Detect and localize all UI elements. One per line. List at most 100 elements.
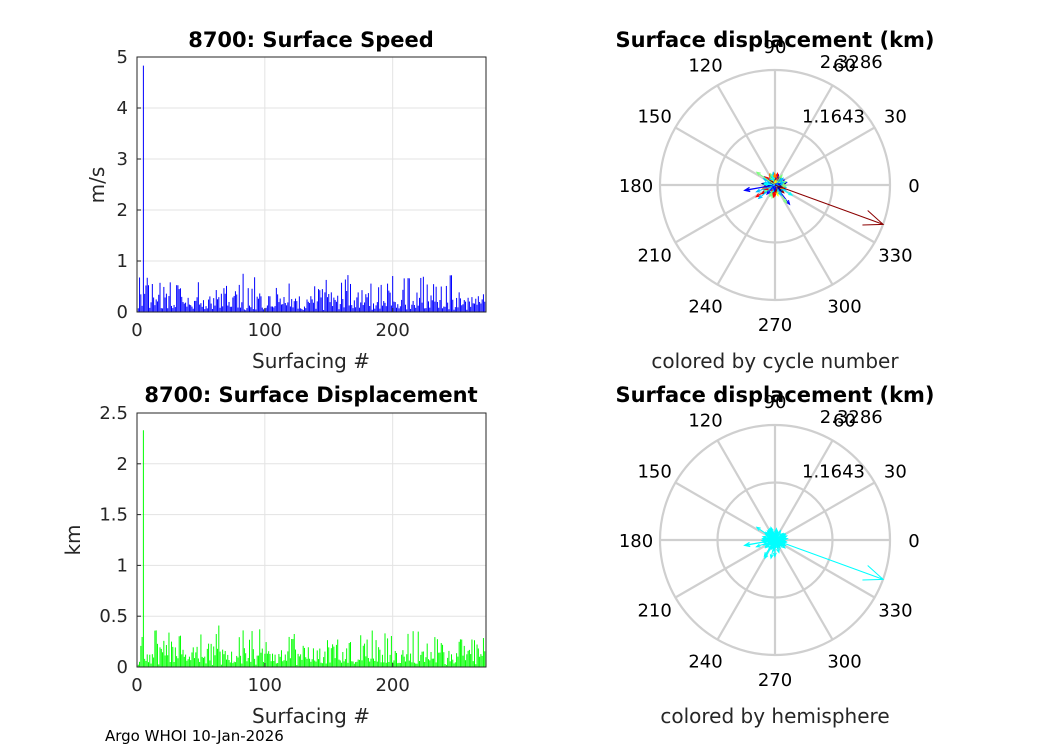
y-tick-label: 1 bbox=[117, 251, 128, 272]
displacement-vector bbox=[765, 539, 776, 549]
polar-spoke bbox=[674, 539, 776, 599]
displacement-vector bbox=[774, 530, 778, 541]
displacement-vector bbox=[756, 539, 776, 548]
angle-label: 180 bbox=[619, 531, 653, 552]
polar-hemi-grid bbox=[658, 423, 892, 657]
angle-label: 0 bbox=[908, 176, 919, 197]
displacement-vector bbox=[774, 539, 884, 580]
polar-spoke bbox=[716, 184, 776, 286]
angle-label: 240 bbox=[688, 296, 722, 317]
speed-axes-box bbox=[136, 56, 487, 313]
displacement-arrowhead bbox=[782, 198, 788, 205]
displacement-arrowhead bbox=[761, 537, 767, 541]
polar-spoke bbox=[774, 126, 876, 186]
displacement-vector bbox=[756, 171, 776, 186]
angle-label: 120 bbox=[688, 56, 722, 77]
polar-spoke bbox=[716, 439, 776, 541]
angle-label: 330 bbox=[878, 601, 912, 622]
displacement-vector bbox=[756, 184, 776, 193]
polar-spoke bbox=[774, 539, 876, 599]
angle-label: 300 bbox=[827, 296, 861, 317]
y-tick-label: 2 bbox=[117, 454, 128, 475]
displacement-arrowhead bbox=[755, 171, 761, 176]
polar-cycle-caption: colored by cycle number bbox=[651, 349, 899, 373]
x-tick-label: 100 bbox=[248, 320, 282, 341]
polar-hemi-chart: 0 30 60 90 120 150 180 210 240 270 300 330 1.1643 2.3… bbox=[615, 383, 934, 728]
displacement-arrowhead bbox=[777, 529, 782, 535]
polar-cycle-vectors bbox=[743, 171, 885, 226]
angle-label: 0 bbox=[908, 531, 919, 552]
polar-hemi-labels: 0 30 60 90 120 150 180 210 240 270 300 330 1.1643 2.3… bbox=[619, 392, 920, 691]
displacement-arrowhead bbox=[757, 194, 763, 200]
displacement-arrowhead bbox=[862, 565, 885, 581]
speed-ylabel: m/s bbox=[85, 167, 109, 204]
displacement-vector bbox=[744, 539, 776, 546]
speed-xlabel: Surfacing # bbox=[252, 349, 370, 373]
displacement-arrowhead bbox=[788, 191, 794, 196]
displacement-arrowhead bbox=[779, 181, 785, 186]
displacement-xlabel: Surfacing # bbox=[252, 704, 370, 728]
displacement-arrowhead bbox=[772, 192, 777, 199]
displacement-arrowhead bbox=[766, 190, 771, 196]
polar-spoke bbox=[774, 184, 834, 286]
x-tick-label: 200 bbox=[375, 320, 409, 341]
angle-label: 270 bbox=[758, 315, 792, 336]
polar-spoke bbox=[774, 481, 876, 541]
polar-spoke bbox=[674, 126, 776, 186]
polar-hemi-caption: colored by hemisphere bbox=[660, 704, 889, 728]
displacement-ticks: 0 100 200 0 0.5 1 1.5 2 2.5 bbox=[99, 403, 409, 696]
angle-label: 30 bbox=[884, 462, 907, 483]
displacement-arrowhead bbox=[779, 532, 785, 538]
displacement-arrowhead bbox=[779, 177, 785, 182]
displacement-arrowhead bbox=[781, 180, 788, 185]
displacement-arrowhead bbox=[770, 527, 774, 534]
polar-cycle-title: Surface displacement (km) bbox=[615, 28, 934, 52]
x-tick-label: 100 bbox=[248, 675, 282, 696]
displacement-vector bbox=[768, 539, 776, 550]
displacement-arrowhead bbox=[743, 541, 751, 548]
angle-label: 60 bbox=[833, 411, 856, 432]
x-tick-label: 0 bbox=[131, 320, 142, 341]
displacement-arrowhead bbox=[782, 535, 789, 539]
angle-label: 150 bbox=[637, 462, 671, 483]
displacement-arrowhead bbox=[782, 183, 788, 188]
speed-grid bbox=[137, 57, 486, 312]
angle-label: 90 bbox=[764, 37, 787, 58]
polar-hemi-vectors bbox=[743, 526, 885, 581]
displacement-vector bbox=[756, 526, 776, 541]
angle-label: 300 bbox=[827, 651, 861, 672]
displacement-arrowhead bbox=[779, 188, 785, 194]
displacement-vector bbox=[774, 184, 884, 225]
x-tick-label: 200 bbox=[375, 675, 409, 696]
radial-label: 2.3286 bbox=[820, 52, 883, 73]
y-tick-label: 3 bbox=[117, 149, 128, 170]
y-tick-label: 0.5 bbox=[99, 606, 128, 627]
radial-label: 2.3286 bbox=[820, 407, 883, 428]
polar-hemi-title: Surface displacement (km) bbox=[615, 383, 934, 407]
polar-spoke bbox=[774, 539, 834, 641]
displacement-arrowhead bbox=[771, 174, 776, 181]
speed-chart: 0 100 200 0 1 2 3 4 5 8700: Surface Speed Surfac… bbox=[85, 28, 487, 373]
displacement-arrowhead bbox=[780, 544, 787, 549]
y-tick-label: 2.5 bbox=[99, 403, 128, 424]
angle-label: 120 bbox=[688, 411, 722, 432]
polar-spoke bbox=[674, 184, 776, 244]
y-tick-label: 1.5 bbox=[99, 505, 128, 526]
displacement-arrowhead bbox=[755, 188, 761, 193]
angle-label: 330 bbox=[878, 246, 912, 267]
displacement-arrowhead bbox=[755, 543, 761, 548]
speed-ticks: 0 100 200 0 1 2 3 4 5 bbox=[117, 47, 410, 341]
displacement-arrowhead bbox=[768, 179, 774, 185]
angle-label: 270 bbox=[758, 670, 792, 691]
polar-cycle-labels: 0 30 60 90 120 150 180 210 240 270 300 330 1.1643 2.3… bbox=[619, 37, 920, 336]
polar-spoke bbox=[774, 84, 834, 186]
displacement-title: 8700: Surface Displacement bbox=[144, 383, 477, 407]
radial-label: 1.1643 bbox=[802, 107, 865, 128]
displacement-arrowhead bbox=[755, 526, 761, 531]
radial-label: 1.1643 bbox=[802, 462, 865, 483]
displacement-arrowhead bbox=[743, 186, 751, 193]
polar-cycle-chart: 0 30 60 90 120 150 180 210 240 270 300 330 1.1643 2.3… bbox=[615, 28, 934, 373]
displacement-arrowhead bbox=[774, 529, 779, 535]
polar-spoke bbox=[674, 481, 776, 541]
